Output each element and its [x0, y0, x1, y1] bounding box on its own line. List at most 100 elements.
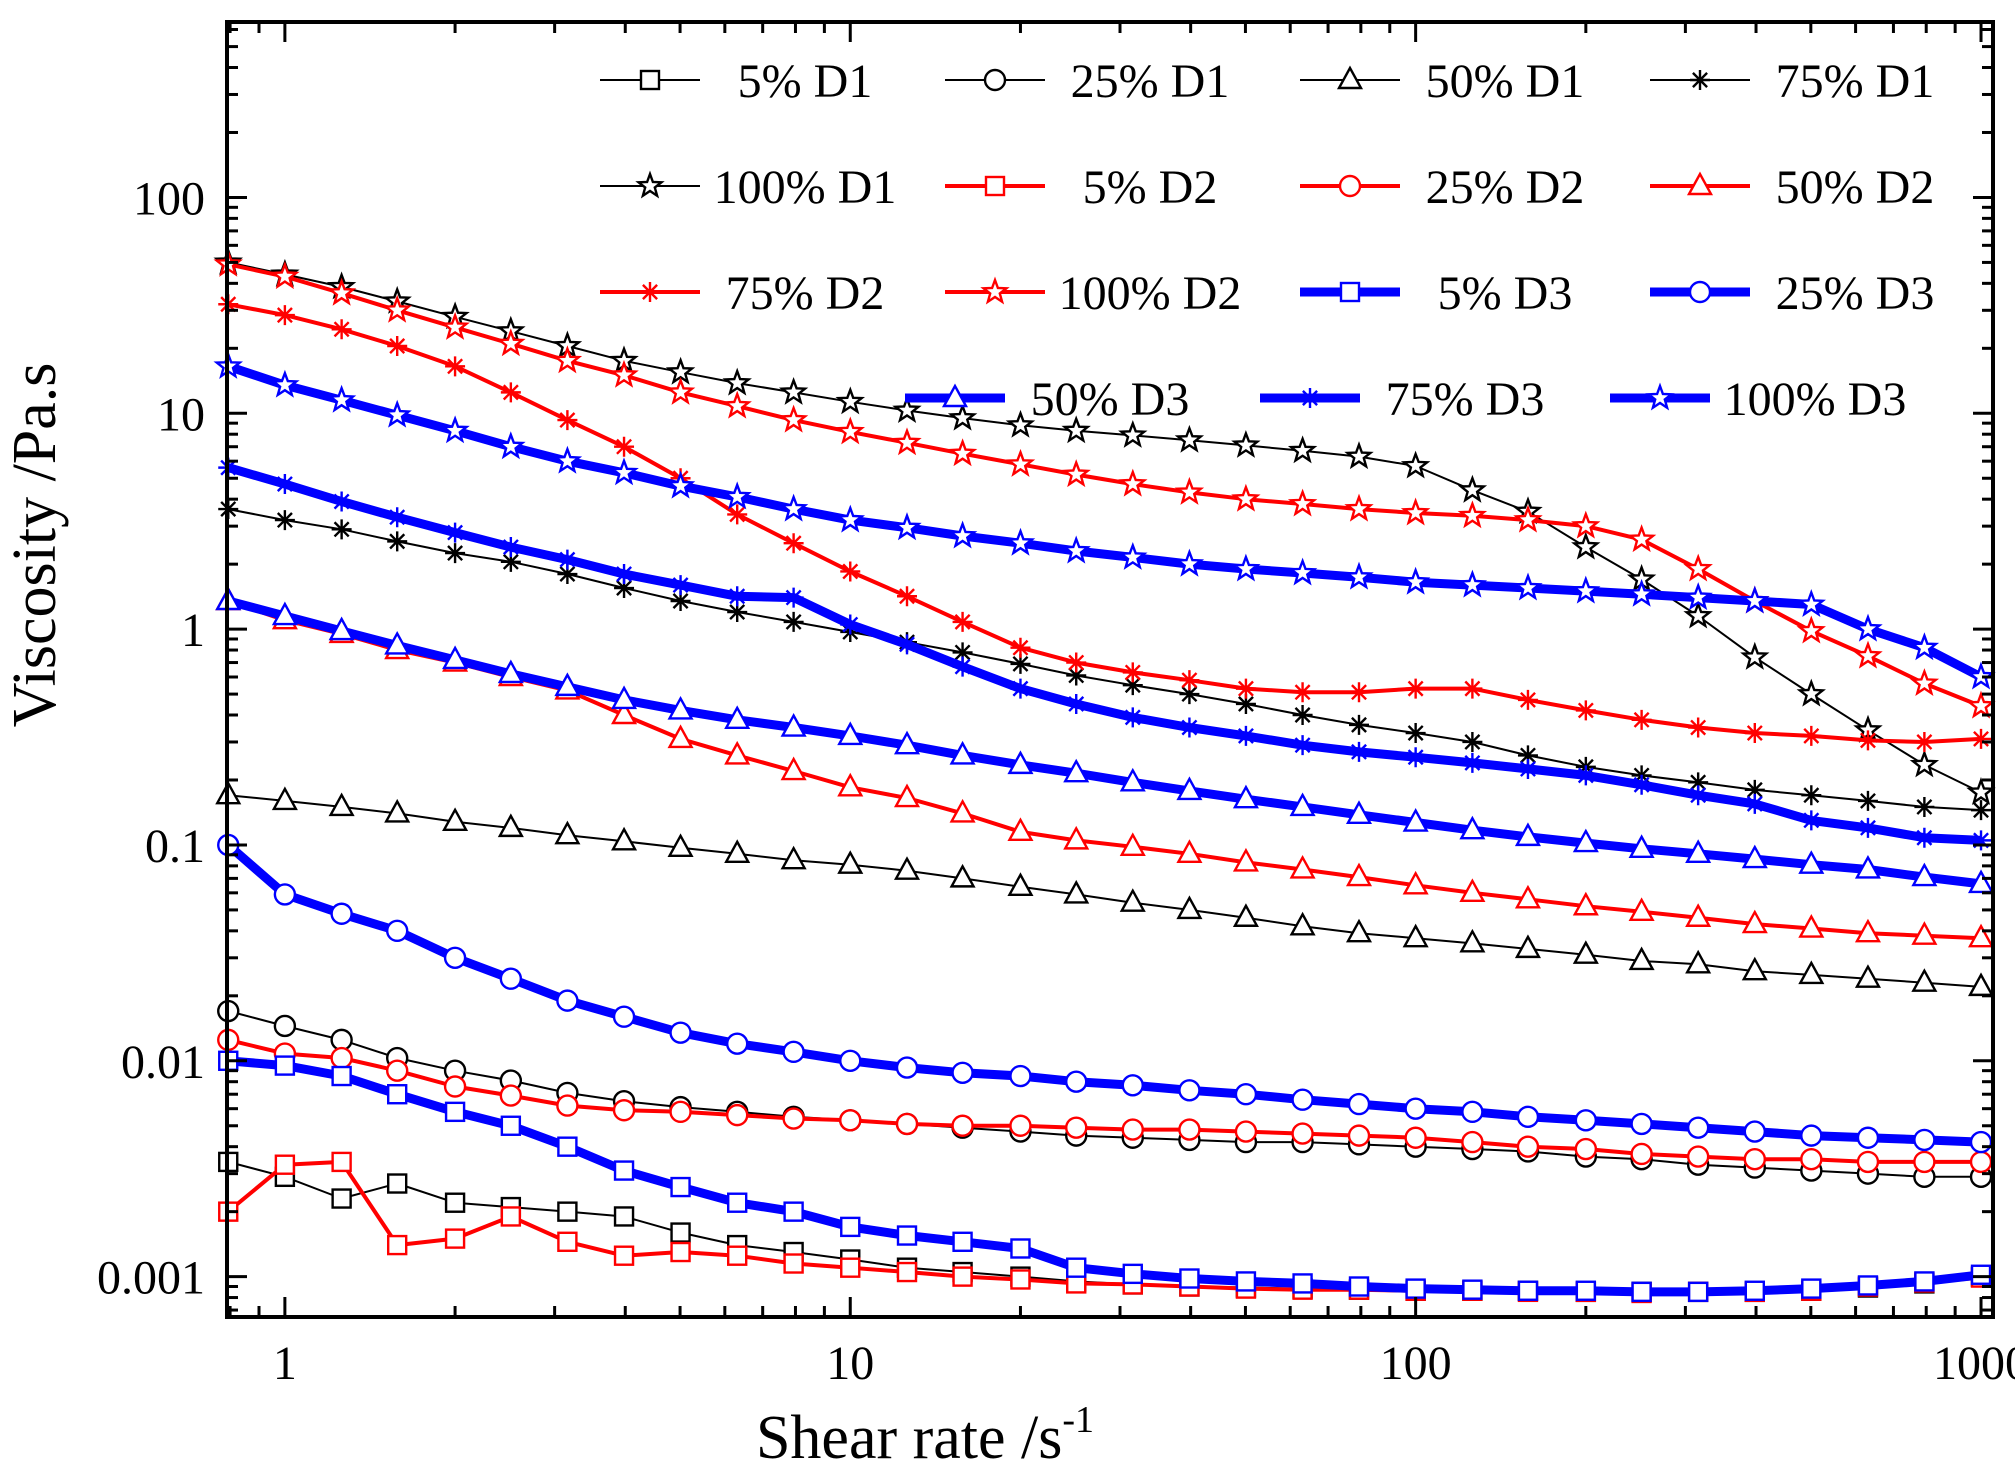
data-point — [1402, 808, 1429, 832]
data-point — [1005, 409, 1036, 438]
data-point — [1122, 675, 1143, 696]
data-point — [1740, 585, 1770, 614]
data-point — [947, 438, 978, 467]
data-point — [1459, 878, 1486, 903]
data-point — [1462, 731, 1483, 752]
data-point — [1287, 557, 1318, 586]
data-point — [893, 783, 921, 808]
data-point — [1232, 784, 1259, 809]
data-point — [326, 384, 357, 413]
series-line — [227, 302, 1982, 744]
data-point — [1741, 956, 1768, 981]
data-point — [273, 883, 297, 906]
y-tick-label: 0.01 — [121, 1036, 205, 1089]
legend-swatch-marker — [941, 383, 969, 408]
data-point — [1235, 1271, 1257, 1292]
data-point — [1065, 1116, 1088, 1139]
data-point — [1909, 749, 1940, 778]
data-point — [1796, 589, 1826, 618]
data-point — [1514, 822, 1541, 847]
data-point — [1854, 918, 1881, 943]
data-point — [1462, 678, 1483, 699]
data-point — [274, 1154, 296, 1175]
data-point — [665, 470, 696, 499]
data-point — [1349, 741, 1369, 762]
data-point — [670, 1176, 691, 1198]
data-point — [1967, 869, 1995, 894]
data-point — [837, 772, 864, 797]
data-point — [782, 1107, 805, 1130]
data-point — [1914, 796, 1935, 817]
legend-item: 100% D2 — [945, 267, 1241, 320]
data-point — [1179, 670, 1200, 691]
data-point — [947, 520, 978, 549]
data-point — [1628, 946, 1655, 971]
data-point — [1457, 500, 1488, 529]
series-line — [227, 596, 1982, 889]
legend-swatch-marker — [1339, 281, 1361, 303]
data-point — [552, 345, 583, 374]
data-point — [1854, 964, 1881, 988]
data-point — [557, 549, 578, 570]
data-point — [1287, 488, 1318, 517]
data-point — [1517, 1280, 1539, 1301]
data-point — [1966, 777, 1996, 806]
data-point — [1119, 888, 1146, 912]
data-point — [1798, 914, 1825, 938]
legend-swatch-marker — [635, 170, 665, 199]
data-point — [897, 634, 918, 655]
data-point — [1853, 613, 1883, 642]
data-point — [612, 1005, 636, 1028]
legend-label: 100% D1 — [714, 161, 897, 214]
data-point — [670, 1222, 691, 1243]
data-point — [1066, 652, 1087, 673]
data-point — [892, 394, 922, 424]
data-point — [328, 792, 355, 817]
data-point — [1626, 578, 1657, 607]
data-point — [1292, 682, 1313, 703]
legend-swatch-marker — [1645, 382, 1675, 411]
data-point — [330, 1046, 353, 1070]
legend-item: 50% D2 — [1650, 161, 1934, 214]
data-point — [1740, 641, 1770, 670]
data-point — [1631, 1281, 1652, 1303]
series-50-d1 — [215, 780, 1995, 997]
data-point — [1174, 548, 1205, 577]
data-point — [1743, 1147, 1767, 1171]
data-point — [1345, 800, 1373, 824]
data-point — [557, 1201, 578, 1222]
data-point — [840, 1216, 861, 1238]
data-point — [1347, 1124, 1371, 1147]
series-layer — [213, 246, 1996, 1304]
data-point — [840, 614, 861, 635]
data-point — [1575, 700, 1596, 721]
series-100-d2 — [213, 248, 1996, 719]
data-point — [496, 431, 526, 460]
data-point — [443, 946, 467, 970]
x-tick-label: 1 — [273, 1337, 297, 1390]
data-point — [1683, 553, 1713, 582]
data-point — [500, 1206, 522, 1227]
data-point — [1292, 1273, 1313, 1294]
data-point — [442, 645, 469, 670]
data-point — [1344, 561, 1374, 590]
data-point — [386, 1084, 408, 1105]
data-point — [727, 1245, 748, 1266]
data-point — [382, 294, 412, 323]
data-point — [1122, 707, 1143, 728]
data-point — [1630, 1112, 1653, 1136]
data-point — [1344, 493, 1374, 522]
data-point — [331, 1188, 352, 1209]
data-point — [1119, 832, 1146, 857]
data-point — [1686, 1145, 1710, 1168]
data-point — [440, 311, 470, 340]
data-point — [667, 724, 694, 749]
data-point — [1572, 828, 1599, 853]
data-point — [670, 590, 691, 611]
legend-label: 5% D2 — [1083, 161, 1218, 214]
data-point — [387, 507, 408, 528]
legend-item: 75% D3 — [1260, 373, 1544, 426]
data-point — [952, 656, 973, 677]
data-point — [1178, 1079, 1201, 1102]
legend-item: 75% D2 — [600, 267, 884, 320]
